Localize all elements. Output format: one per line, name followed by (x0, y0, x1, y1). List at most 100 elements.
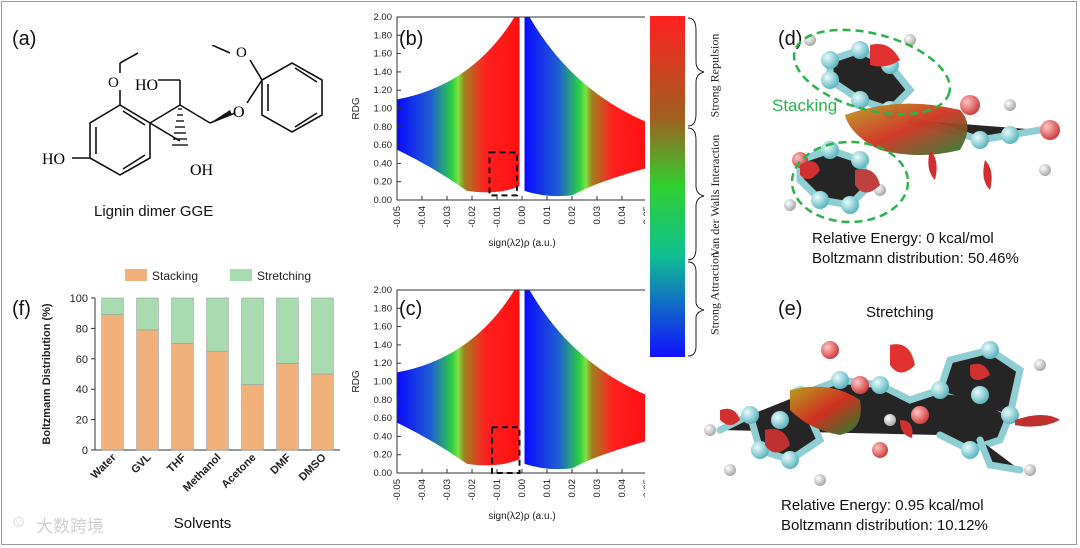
bar-y-tick-label: 100 (70, 293, 88, 305)
panel-label-d: (d) (778, 28, 803, 50)
bar-stretching-water (101, 297, 124, 316)
rdg-x-tick-label: 0.05 (642, 206, 645, 225)
rdg-y-axis-label: RDG (351, 97, 362, 119)
panel-label-c: (c) (399, 298, 423, 320)
bar-y-tick-label: 80 (76, 323, 88, 335)
rdg-x-tick-label: -0.03 (442, 479, 453, 501)
stretching-boltzmann: Boltzmann distribution: 10.12% (781, 517, 988, 534)
colorbar (650, 16, 685, 357)
rdg-y-tick-label: 0.80 (374, 395, 393, 406)
stacking-boltzmann: Boltzmann distribution: 50.46% (812, 250, 1019, 267)
rdg-x-tick-label: 0.05 (642, 479, 645, 498)
bar-stacking-thf (171, 343, 194, 451)
legend-label-stretching: Stretching (257, 269, 311, 283)
rdg-x-tick-label: -0.04 (417, 479, 428, 501)
atom-o-methoxy: O (108, 75, 119, 91)
rdg-x-tick-label: 0.04 (617, 206, 628, 225)
rdg-y-tick-label: 1.40 (374, 340, 393, 351)
bar-category-label: Acetone (219, 452, 258, 491)
rdg-y-tick-label: 1.00 (374, 104, 393, 115)
legend-label-stacking: Stacking (152, 269, 198, 283)
rdg-y-axis-label: RDG (351, 370, 362, 392)
bar-stacking-acetone (241, 384, 264, 451)
rdg-y-tick-label: 0.80 (374, 122, 393, 133)
rdg-y-tick-label: 0.00 (374, 468, 393, 479)
rdg-positive-region (524, 17, 645, 197)
panel-label-e: (e) (778, 298, 803, 320)
rdg-y-tick-label: 1.00 (374, 377, 393, 388)
rdg-x-tick-label: 0.02 (567, 206, 578, 225)
rdg-y-tick-label: 1.80 (374, 30, 393, 41)
rdg-plot-c: 0.00 0.20 0.40 0.60 0.80 1.00 1.20 1.40 1.60 1.80… (351, 285, 645, 522)
rdg-plot-b: 0.00 0.20 0.40 0.60 0.80 1.00 1.20 1.40 1.60 1.80… (351, 12, 645, 249)
bar-category-label: Methanol (181, 452, 224, 495)
rdg-highlight-box (491, 426, 521, 474)
colorbar-braces (687, 17, 705, 357)
bar-y-tick-label: 0 (82, 445, 88, 457)
stretching-tag: Stretching (866, 304, 934, 321)
panel-label-a: (a) (12, 28, 37, 50)
rdg-x-tick-label: -0.02 (467, 479, 478, 501)
rdg-x-axis-label: sign(λ2)ρ (a.u.) (488, 511, 555, 522)
rdg-y-tick-label: 1.60 (374, 49, 393, 60)
rdg-negative-region (397, 290, 520, 466)
rdg-x-tick-label: 0.02 (567, 479, 578, 498)
rdg-y-tick-label: 0.20 (374, 177, 393, 188)
molecule-caption: Lignin dimer GGE (94, 203, 214, 220)
legend-swatch-stacking (125, 269, 147, 281)
atom-o-methoxy-right: O (236, 45, 247, 61)
rdg-x-tick-label: -0.03 (442, 206, 453, 228)
atom-o-ether: O (233, 104, 245, 121)
bar-stacking-dmso (311, 373, 334, 451)
rdg-x-tick-label: -0.05 (392, 206, 403, 228)
rdg-y-tick-label: 0.60 (374, 140, 393, 151)
rdg-y-tick-label: 1.80 (374, 303, 393, 314)
bar-y-axis-label: Boltzmann Distribution (%) (41, 303, 53, 444)
rdg-y-tick-label: 2.00 (374, 285, 393, 296)
rdg-highlight-box (488, 151, 518, 197)
watermark: 大数跨境 (36, 517, 104, 536)
rdg-x-tick-label: 0.03 (592, 479, 603, 498)
rdg-y-tick-label: 0.40 (374, 431, 393, 442)
rdg-y-tick-label: 1.40 (374, 67, 393, 78)
stacking-energy: Relative Energy: 0 kcal/mol (812, 230, 994, 247)
bar-category-label: THF (165, 451, 189, 475)
bar-category-label: Water (89, 451, 119, 481)
atom-ho-top: HO (135, 77, 158, 94)
bar-stretching-dmf (276, 297, 299, 364)
bar-stacking-gvl (136, 329, 159, 451)
rdg-negative-region (397, 17, 520, 193)
bar-stacking-methanol (206, 350, 229, 451)
rdg-y-tick-label: 0.60 (374, 413, 393, 424)
rdg-x-tick-label: 0.01 (542, 479, 553, 498)
bar-category-label: DMF (268, 451, 294, 477)
bar-stacking-dmf (276, 363, 299, 451)
rdg-x-tick-label: 0.00 (517, 206, 528, 225)
label-strong-repulsion: Strong Repulsion (707, 33, 722, 118)
rdg-x-tick-label: -0.02 (467, 206, 478, 228)
legend-swatch-stretching (230, 269, 252, 281)
bar-stretching-methanol (206, 297, 229, 352)
rdg-x-tick-label: 0.01 (542, 206, 553, 225)
bar-stretching-gvl (136, 297, 159, 331)
bar-y-tick-label: 40 (76, 384, 88, 396)
rdg-y-tick-label: 1.20 (374, 358, 393, 369)
rdg-positive-region (524, 290, 645, 470)
watermark-logo-icon: ☺ (10, 512, 28, 531)
rdg-x-axis-label: sign(λ2)ρ (a.u.) (488, 238, 555, 249)
atom-oh-bottom: OH (190, 162, 214, 179)
stretching-conformer-image (704, 341, 1060, 486)
bar-stretching-dmso (311, 297, 334, 375)
stretching-energy: Relative Energy: 0.95 kcal/mol (781, 497, 984, 514)
rdg-y-tick-label: 0.20 (374, 450, 393, 461)
bar-stretching-acetone (241, 297, 264, 385)
panel-label-f: (f) (12, 298, 31, 320)
rdg-y-tick-label: 0.40 (374, 158, 393, 169)
rdg-y-tick-label: 1.20 (374, 85, 393, 96)
bar-x-axis-label: Solvents (174, 515, 232, 532)
panel-label-b: (b) (399, 28, 424, 50)
rdg-x-tick-label: 0.00 (517, 479, 528, 498)
stacking-tag: Stacking (772, 96, 838, 115)
